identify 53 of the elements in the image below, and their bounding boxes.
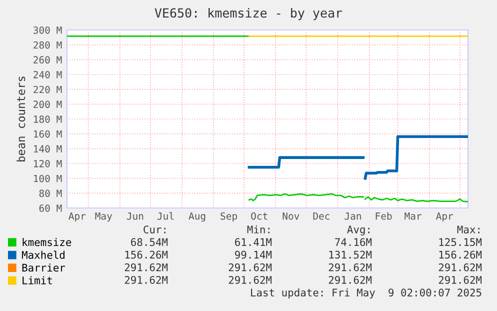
x-tick-label: Nov [282, 212, 300, 220]
x-tick-label: Jul [157, 212, 174, 220]
x-tick-label: May [95, 212, 112, 222]
text: 291.62M [328, 276, 372, 284]
text: Last update: Fri May 9 02:00:07 2025 [251, 288, 482, 298]
x-tick-label: Apr [68, 212, 86, 222]
y-tick-label: 60 M [39, 204, 62, 212]
y-tick-label: 280 M [34, 41, 62, 49]
y-tick-label: 200 M [34, 100, 62, 108]
y-tick-label: 80 M [39, 190, 62, 198]
x-tick-label: Dec [313, 212, 330, 220]
text: 99.14M [235, 250, 272, 259]
x-tick-label: Oct [251, 212, 268, 220]
y-tick-label: 180 M [34, 116, 62, 123]
y-tick-label: 160 M [34, 130, 62, 138]
legend-label: Limit [22, 276, 52, 284]
text: Min: [247, 225, 270, 234]
y-tick-label: 220 M [34, 86, 62, 94]
y-tick-label: 140 M [34, 145, 62, 153]
x-tick-label: Apr [436, 212, 453, 222]
text: 291.62M [124, 276, 168, 284]
legend-label: kmemsize [22, 238, 72, 246]
x-tick-label: Feb [376, 212, 392, 220]
chart-title: VE650: kmemsize - by year [154, 8, 342, 20]
x-tick-label: Jan [344, 212, 361, 220]
text: 156.26M [125, 250, 168, 259]
x-tick-label: Jun [126, 212, 144, 220]
x-tick-label: Sep [220, 212, 238, 222]
legend-label: Maxheld [22, 250, 64, 259]
y-tick-label: 120 M [34, 160, 62, 168]
text: 74.16M [335, 238, 372, 246]
text: 291.62M [438, 263, 482, 272]
text: 291.62M [228, 276, 272, 284]
text: 68.54M [131, 238, 168, 246]
text: 156.26M [439, 250, 482, 259]
text: 291.62M [228, 263, 272, 272]
text: 291.62M [328, 263, 372, 272]
text: 61.41M [235, 238, 272, 246]
y-axis-title: bean counters [16, 76, 26, 162]
y-tick-label: 240 M [34, 71, 62, 78]
y-tick-label: 260 M [34, 56, 62, 64]
x-tick-label: Mar [404, 212, 422, 220]
text: 291.62M [438, 276, 482, 284]
text: Avg: [347, 226, 370, 236]
text: Cur: [144, 226, 166, 234]
text: Max: [457, 226, 480, 234]
text: 125.15M [439, 238, 482, 246]
y-tick-label: 300 M [34, 26, 62, 34]
y-tick-label: 100 M [34, 174, 62, 182]
legend-label: Barrier [22, 264, 66, 272]
x-tick-label: Aug [188, 212, 206, 222]
text: 291.62M [124, 263, 168, 272]
text: 131.52M [329, 250, 372, 259]
